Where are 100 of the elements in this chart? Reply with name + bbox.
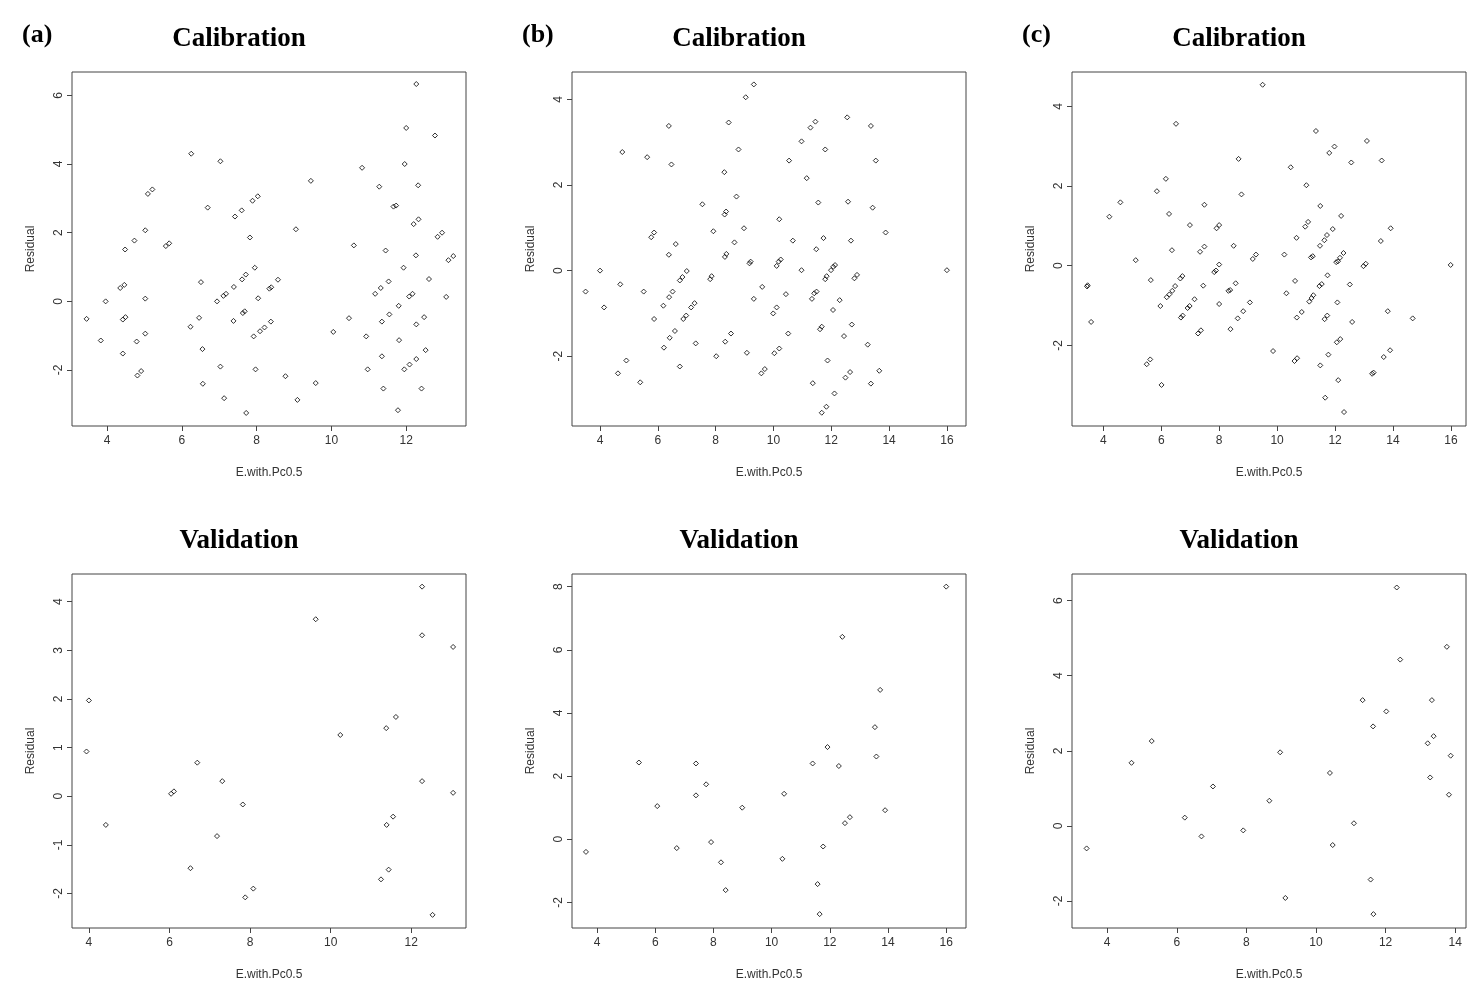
point [839, 633, 846, 640]
y-tick-label: 8 [551, 582, 565, 590]
x-tick-label: 8 [710, 935, 718, 949]
point [1424, 740, 1431, 747]
x-tick-label: 12 [824, 433, 839, 447]
x-tick-label: 4 [596, 433, 604, 447]
x-tick-label: 10 [764, 935, 779, 949]
x-tick-label: 12 [1328, 433, 1343, 447]
y-axis-title: Residual [1023, 727, 1037, 775]
point [692, 792, 699, 799]
point [739, 804, 746, 811]
x-tick-label: 10 [766, 433, 781, 447]
point [450, 789, 457, 796]
y-tick-label: 4 [51, 160, 65, 168]
point [250, 885, 257, 892]
x-axis-title: E.with.Pc0.5 [235, 465, 303, 479]
y-tick-label: 0 [551, 266, 565, 274]
point [841, 820, 848, 827]
point [1397, 656, 1404, 663]
y-tick-label: -1 [51, 839, 65, 851]
x-tick-label: 6 [1157, 433, 1165, 447]
point [1370, 911, 1377, 918]
y-tick-label: 0 [51, 297, 65, 305]
point [1277, 749, 1284, 756]
x-tick-label: 14 [1386, 433, 1400, 447]
point [312, 616, 319, 623]
point [673, 845, 680, 852]
y-tick-label: 2 [1051, 182, 1065, 190]
x-tick-label: 16 [939, 935, 954, 949]
y-axis-title: Residual [23, 225, 37, 273]
y-tick-label: 2 [51, 229, 65, 237]
x-tick-label: 6 [654, 433, 662, 447]
y-tick-label: 4 [1051, 672, 1065, 680]
point [1128, 759, 1135, 766]
y-tick-label: 2 [551, 181, 565, 189]
y-tick-label: 2 [51, 695, 65, 703]
point [722, 887, 729, 894]
point [816, 911, 823, 918]
point [877, 686, 884, 693]
point [582, 848, 589, 855]
point [1427, 774, 1434, 781]
x-tick-label: 6 [178, 433, 186, 447]
point [1181, 814, 1188, 821]
point [1326, 769, 1333, 776]
x-axis-title: E.with.Pc0.5 [235, 967, 303, 981]
y-tick-label: -2 [51, 887, 65, 899]
chart-title: Validation [679, 523, 799, 554]
point [835, 763, 842, 769]
point [1370, 723, 1377, 730]
point [635, 759, 642, 766]
point [820, 843, 827, 850]
point [239, 801, 246, 808]
point [242, 894, 249, 901]
point [1240, 827, 1247, 834]
x-axis-title: E.with.Pc0.5 [735, 967, 803, 981]
y-axis-title: Residual [523, 727, 537, 775]
point [390, 813, 397, 820]
point [846, 814, 853, 821]
x-tick-label: 10 [1270, 433, 1285, 447]
y-tick-label: -2 [551, 896, 565, 908]
point [654, 803, 661, 810]
point [187, 865, 194, 872]
point [102, 821, 109, 828]
point [419, 632, 426, 639]
point [717, 859, 724, 866]
y-tick-label: 0 [51, 792, 65, 800]
x-tick-label: 6 [166, 935, 174, 949]
x-tick-label: 10 [324, 433, 339, 447]
point [814, 881, 821, 888]
point [1447, 752, 1454, 759]
x-tick-label: 8 [712, 433, 720, 447]
y-tick-label: -2 [1051, 895, 1065, 907]
y-tick-label: -2 [551, 350, 565, 362]
x-axis-title: E.with.Pc0.5 [1235, 967, 1303, 981]
point [85, 697, 92, 704]
x-tick-label: 6 [1173, 935, 1181, 949]
point [383, 821, 390, 828]
x-tick-label: 4 [103, 433, 111, 447]
x-tick-label: 4 [1103, 935, 1111, 949]
point [194, 759, 201, 766]
y-tick-label: 0 [551, 835, 565, 843]
x-tick-label: 14 [1448, 935, 1463, 949]
point [708, 839, 715, 846]
x-tick-label: 16 [940, 433, 954, 447]
point [809, 760, 816, 767]
point [1443, 643, 1450, 650]
y-axis-title: Residual [23, 727, 37, 775]
y-tick-label: 4 [1051, 102, 1065, 110]
point [873, 753, 880, 760]
x-tick-label: 8 [253, 433, 261, 447]
point [1148, 738, 1155, 745]
point [385, 866, 392, 873]
y-tick-label: -2 [1051, 339, 1065, 351]
x-tick-label: 12 [1378, 935, 1393, 949]
point [781, 790, 788, 797]
point [1430, 733, 1437, 740]
point [1445, 791, 1452, 798]
y-tick-label: 6 [551, 646, 565, 654]
point [219, 778, 226, 785]
chart-title: Calibration [1172, 21, 1306, 52]
